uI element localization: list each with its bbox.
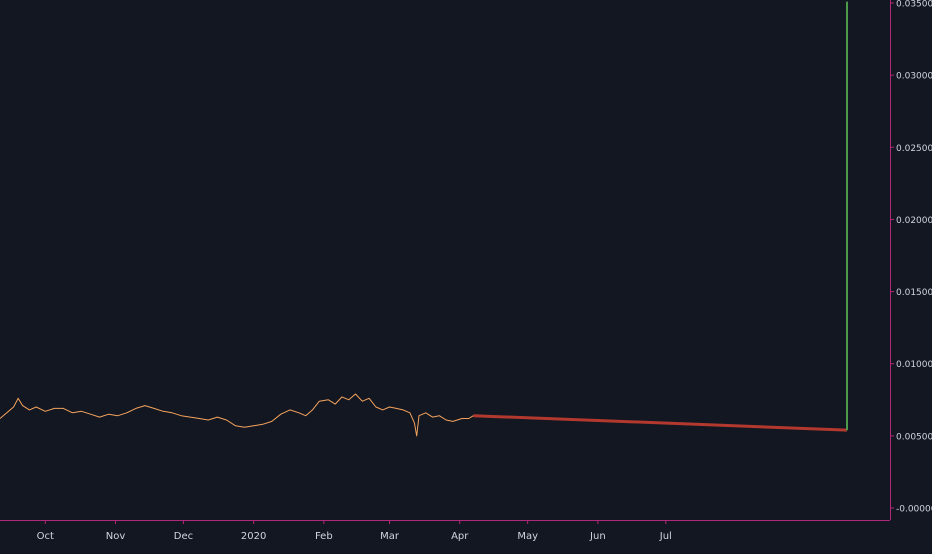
price-axis-label: -0.000000 <box>896 505 932 515</box>
time-axis-label: Feb <box>315 531 333 542</box>
time-axis-label: May <box>517 531 538 542</box>
time-axis-label: Jul <box>659 531 672 542</box>
time-axis[interactable]: Oct Nov Dec 2020 Feb Mar Apr May Jun Jul <box>37 520 672 542</box>
plot-layer <box>0 1 848 437</box>
time-axis-label: Apr <box>451 531 469 542</box>
time-axis-label: Nov <box>106 531 126 542</box>
price-axis-label: 0.005000 <box>896 432 932 442</box>
time-axis-label: Mar <box>380 531 400 542</box>
price-series-line <box>0 393 474 437</box>
time-axis-label: Oct <box>37 531 54 542</box>
time-axis-label: Jun <box>589 531 606 542</box>
projection-down-line <box>473 414 848 432</box>
time-axis-label: Dec <box>174 531 193 542</box>
time-axis-label: 2020 <box>241 531 266 542</box>
